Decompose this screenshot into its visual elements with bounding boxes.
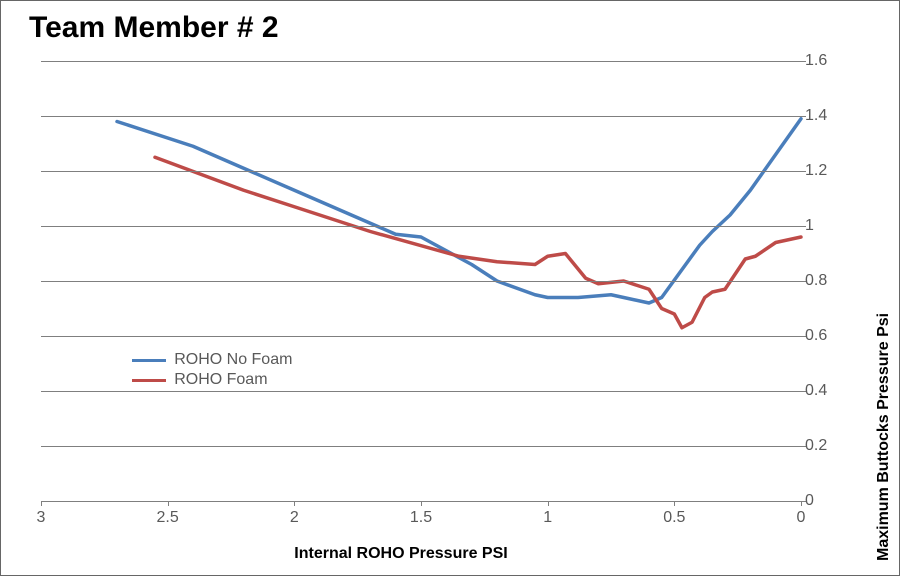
- legend-item: ROHO Foam: [132, 371, 292, 389]
- y-tick-label: 1.2: [805, 162, 841, 180]
- x-tick-mark: [41, 501, 42, 506]
- legend: ROHO No Foam ROHO Foam: [132, 351, 292, 391]
- chart-container: Team Member # 2 00.20.40.60.811.21.41.63…: [0, 0, 900, 576]
- x-tick-label: 3: [37, 509, 46, 527]
- x-tick-label: 1: [543, 509, 552, 527]
- x-tick-mark: [548, 501, 549, 506]
- gridline: [41, 336, 801, 337]
- y-tick-label: 1: [805, 217, 841, 235]
- y-tick-label: 1.6: [805, 52, 841, 70]
- chart-title: Team Member # 2: [29, 11, 279, 45]
- x-tick-mark: [674, 501, 675, 506]
- x-tick-label: 2: [290, 509, 299, 527]
- y-tick-label: 1.4: [805, 107, 841, 125]
- y-axis-label: Maximum Buttocks Pressure Psi: [875, 1, 893, 561]
- gridline: [41, 61, 801, 62]
- x-tick-mark: [801, 501, 802, 506]
- y-tick-label: 0: [805, 492, 841, 510]
- gridline: [41, 446, 801, 447]
- gridline: [41, 281, 801, 282]
- legend-swatch: [132, 359, 166, 362]
- gridline: [41, 171, 801, 172]
- x-tick-label: 0.5: [663, 509, 685, 527]
- legend-label: ROHO Foam: [174, 371, 267, 389]
- x-tick-mark: [421, 501, 422, 506]
- series-line: [117, 119, 801, 303]
- y-tick-label: 0.2: [805, 437, 841, 455]
- y-tick-label: 0.8: [805, 272, 841, 290]
- gridline: [41, 226, 801, 227]
- x-axis-label: Internal ROHO Pressure PSI: [1, 545, 801, 563]
- x-tick-label: 0: [797, 509, 806, 527]
- x-tick-label: 2.5: [157, 509, 179, 527]
- y-tick-label: 0.4: [805, 382, 841, 400]
- x-tick-label: 1.5: [410, 509, 432, 527]
- plot-area: 00.20.40.60.811.21.41.632.521.510.50ROHO…: [41, 61, 801, 501]
- y-tick-label: 0.6: [805, 327, 841, 345]
- x-tick-mark: [294, 501, 295, 506]
- legend-swatch: [132, 379, 166, 382]
- x-tick-mark: [168, 501, 169, 506]
- gridline: [41, 116, 801, 117]
- legend-item: ROHO No Foam: [132, 351, 292, 369]
- legend-label: ROHO No Foam: [174, 351, 292, 369]
